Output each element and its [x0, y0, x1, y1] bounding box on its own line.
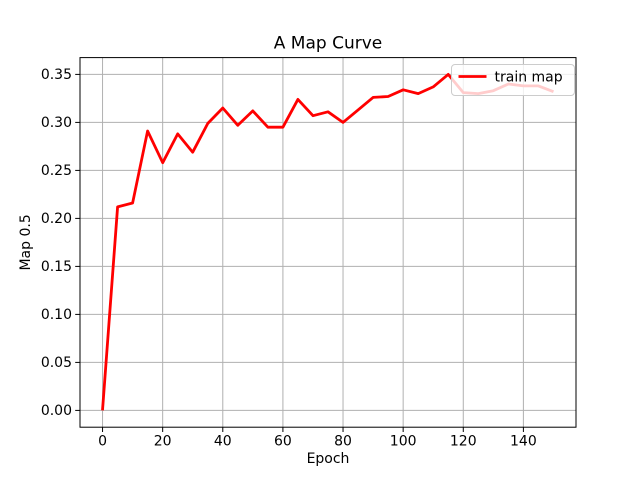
axes-spines	[79, 57, 577, 428]
x-tick-label: 60	[274, 434, 292, 450]
y-tick-label: 0.20	[41, 211, 72, 227]
y-tick-label: 0.10	[41, 307, 72, 323]
legend: train map	[451, 64, 575, 96]
x-axis-label: Epoch	[307, 451, 350, 467]
y-tick-label: 0.00	[41, 403, 72, 419]
y-axis-label: Map 0.5	[18, 214, 34, 270]
y-tick-label: 0.15	[41, 259, 72, 275]
x-tick-label: 120	[450, 434, 477, 450]
chart-title: A Map Curve	[274, 34, 382, 54]
tick-labels-layer: 0 20 40 60 80 100 120 140 0.00 0.05 0.10 0.15 0.20 0.…	[41, 67, 537, 449]
x-tick-label: 140	[510, 434, 537, 450]
legend-frame	[451, 64, 575, 96]
y-tick-label: 0.30	[41, 115, 72, 131]
x-tick-label: 20	[154, 434, 172, 450]
y-tick-label: 0.25	[41, 163, 72, 179]
x-tick-label: 80	[334, 434, 352, 450]
y-tick-label: 0.05	[41, 355, 72, 371]
x-tick-label: 40	[214, 434, 232, 450]
ticks-layer	[75, 73, 524, 432]
x-tick-label: 0	[98, 434, 107, 450]
legend-label: train map	[495, 70, 563, 86]
x-tick-label: 100	[390, 434, 417, 450]
y-tick-label: 0.35	[41, 67, 72, 83]
